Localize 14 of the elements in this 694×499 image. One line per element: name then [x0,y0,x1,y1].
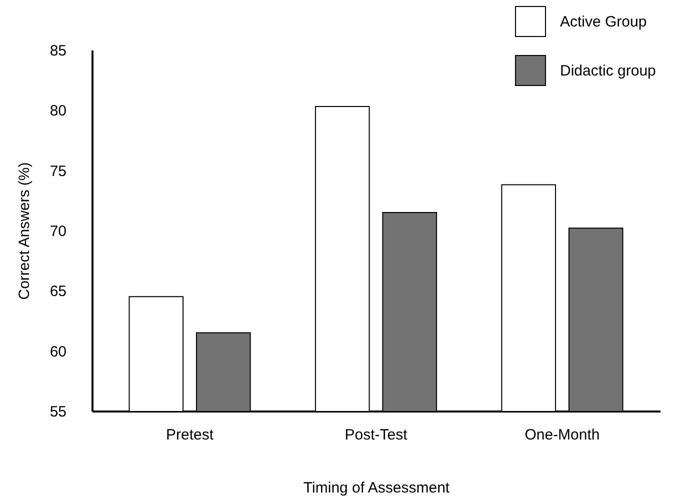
x-tick-label: Pretest [166,426,214,444]
legend-label: Didactic group [560,62,656,80]
y-tick-label: 65 [50,283,66,300]
y-tick-label: 75 [50,162,66,180]
x-tick-label: Post-Test [344,426,408,444]
y-axis-title: Correct Answers (%) [16,162,33,300]
y-tick-label: 80 [50,102,66,120]
y-tick-label: 85 [50,42,66,60]
legend-label: Active Group [560,14,647,30]
x-tick-label: One-Month [524,426,600,444]
x-axis-title: Timing of Assessment [303,480,450,496]
y-tick-label: 70 [50,223,66,240]
y-tick-label: 60 [50,343,66,360]
y-tick-label: 55 [50,404,66,420]
